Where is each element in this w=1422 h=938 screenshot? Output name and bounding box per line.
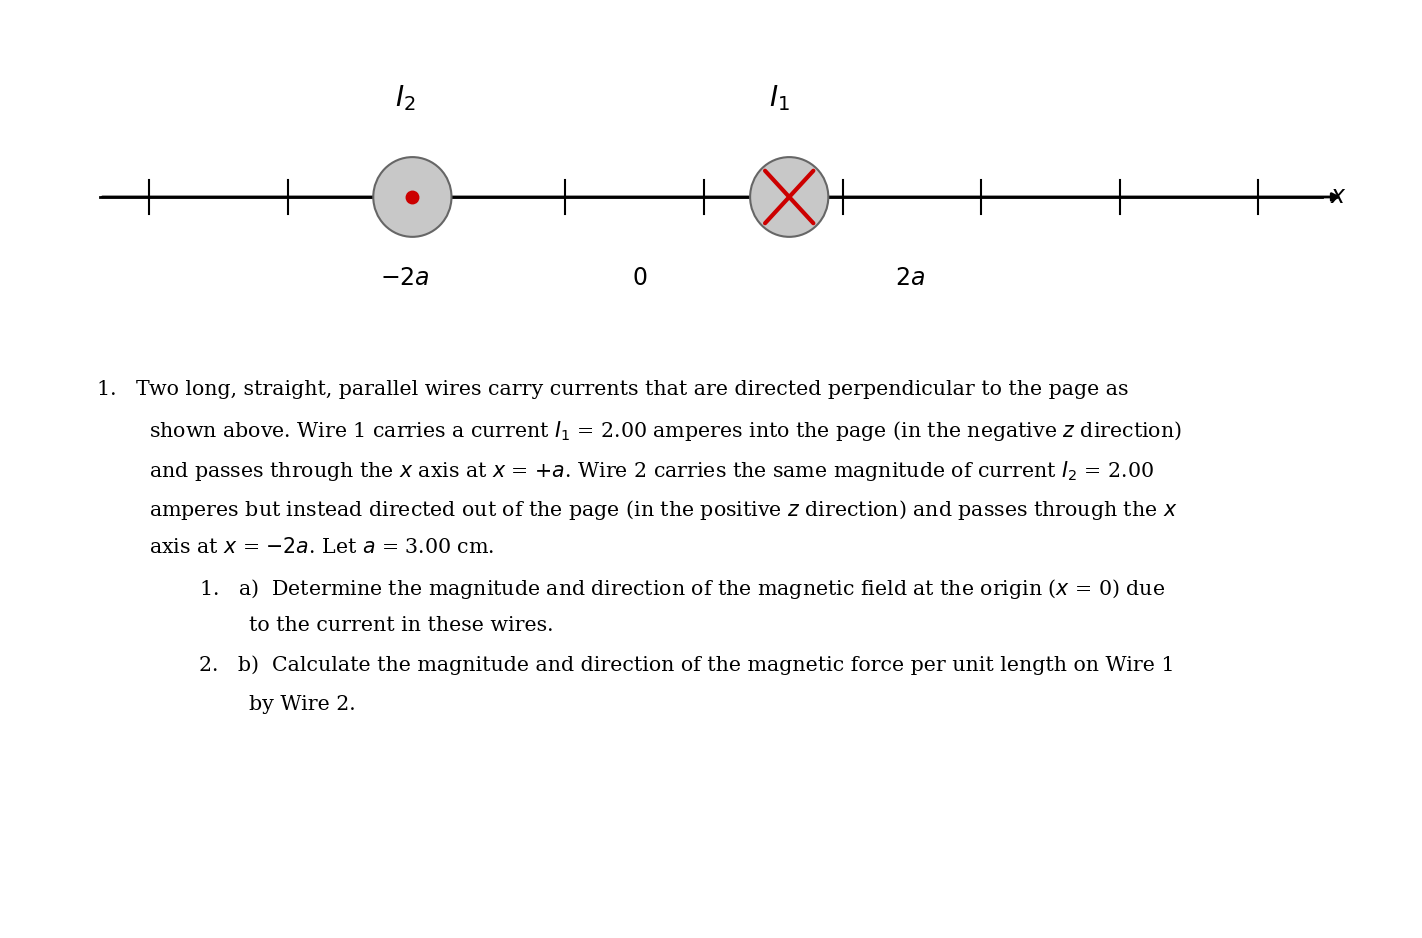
Text: $I_2$: $I_2$: [395, 83, 415, 113]
Ellipse shape: [373, 158, 452, 237]
Text: 1.   Two long, straight, parallel wires carry currents that are directed perpend: 1. Two long, straight, parallel wires ca…: [97, 380, 1128, 399]
Text: $x$: $x$: [1330, 185, 1347, 207]
Text: shown above. Wire 1 carries a current $I_1$ = 2.00 amperes into the page (in the: shown above. Wire 1 carries a current $I…: [149, 419, 1182, 444]
Text: to the current in these wires.: to the current in these wires.: [249, 616, 553, 635]
Text: axis at $x$ = $-2a$. Let $a$ = 3.00 cm.: axis at $x$ = $-2a$. Let $a$ = 3.00 cm.: [149, 537, 495, 557]
Text: and passes through the $x$ axis at $x$ = +$a$. Wire 2 carries the same magnitude: and passes through the $x$ axis at $x$ =…: [149, 459, 1155, 483]
Text: $-2a$: $-2a$: [381, 267, 429, 291]
Text: $2a$: $2a$: [894, 267, 926, 291]
Text: $I_1$: $I_1$: [769, 83, 789, 113]
Text: $0$: $0$: [633, 267, 647, 291]
Text: amperes but instead directed out of the page (in the positive $z$ direction) and: amperes but instead directed out of the …: [149, 498, 1177, 522]
Text: by Wire 2.: by Wire 2.: [249, 695, 356, 714]
Ellipse shape: [751, 158, 828, 237]
Text: 2.   b)  Calculate the magnitude and direction of the magnetic force per unit le: 2. b) Calculate the magnitude and direct…: [199, 656, 1175, 675]
Text: 1.   a)  Determine the magnitude and direction of the magnetic field at the orig: 1. a) Determine the magnitude and direct…: [199, 577, 1165, 601]
